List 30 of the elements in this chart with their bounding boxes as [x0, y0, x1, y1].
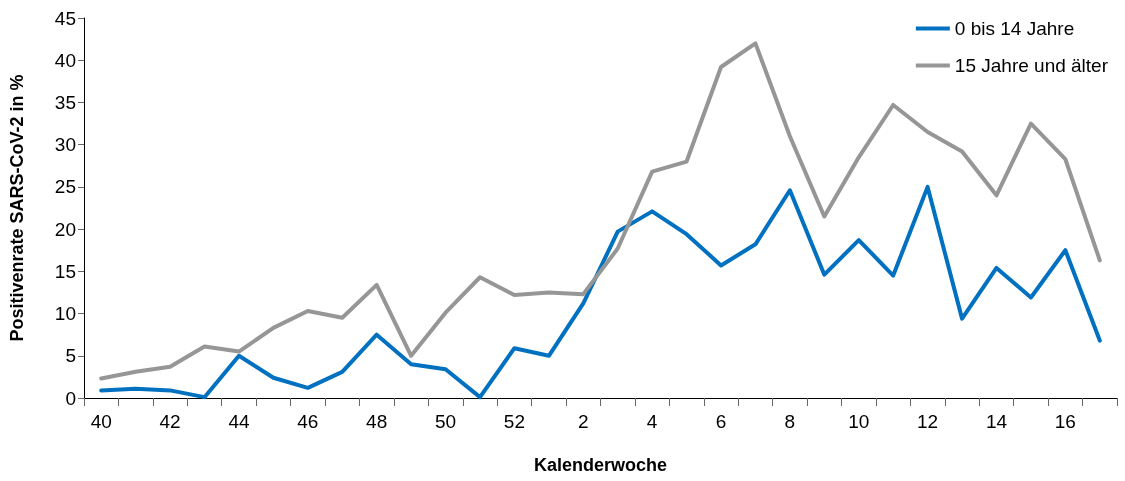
- y-tick-label: 0: [65, 387, 76, 409]
- x-tick-label: 10: [848, 411, 870, 432]
- y-tick-label: 35: [54, 91, 76, 113]
- x-tick-label: 8: [784, 411, 796, 432]
- y-tick-label: 15: [54, 260, 76, 282]
- x-tick-label: 46: [297, 411, 319, 432]
- x-tick-label: 52: [503, 411, 525, 432]
- x-tick-label: 40: [90, 411, 112, 432]
- y-tick-label: 40: [54, 49, 76, 71]
- x-tick-label: 2: [577, 411, 589, 432]
- y-tick-label: 25: [54, 176, 76, 198]
- y-tick-label: 45: [54, 7, 76, 29]
- legend-label: 0 bis 14 Jahre: [954, 18, 1075, 39]
- y-tick-label: 30: [54, 134, 76, 156]
- x-tick-label: 42: [159, 411, 181, 432]
- x-tick-label: 6: [715, 411, 727, 432]
- x-tick-label: 12: [917, 411, 939, 432]
- y-tick-label: 10: [54, 303, 76, 325]
- x-tick-label: 44: [228, 411, 250, 432]
- y-tick-label: 20: [54, 218, 76, 240]
- x-tick-label: 4: [646, 411, 658, 432]
- x-tick-label: 50: [434, 411, 457, 432]
- x-tick-label: 48: [366, 411, 388, 432]
- legend-label: 15 Jahre und älter: [954, 55, 1109, 76]
- x-tick-label: 16: [1054, 411, 1076, 432]
- y-tick-label: 5: [65, 345, 76, 367]
- y-axis-title: Positivenrate SARS-CoV-2 in %: [7, 74, 27, 342]
- x-axis-title: Kalenderwoche: [533, 455, 668, 475]
- line-series: [99, 184, 1102, 400]
- x-tick-label: 14: [985, 411, 1008, 432]
